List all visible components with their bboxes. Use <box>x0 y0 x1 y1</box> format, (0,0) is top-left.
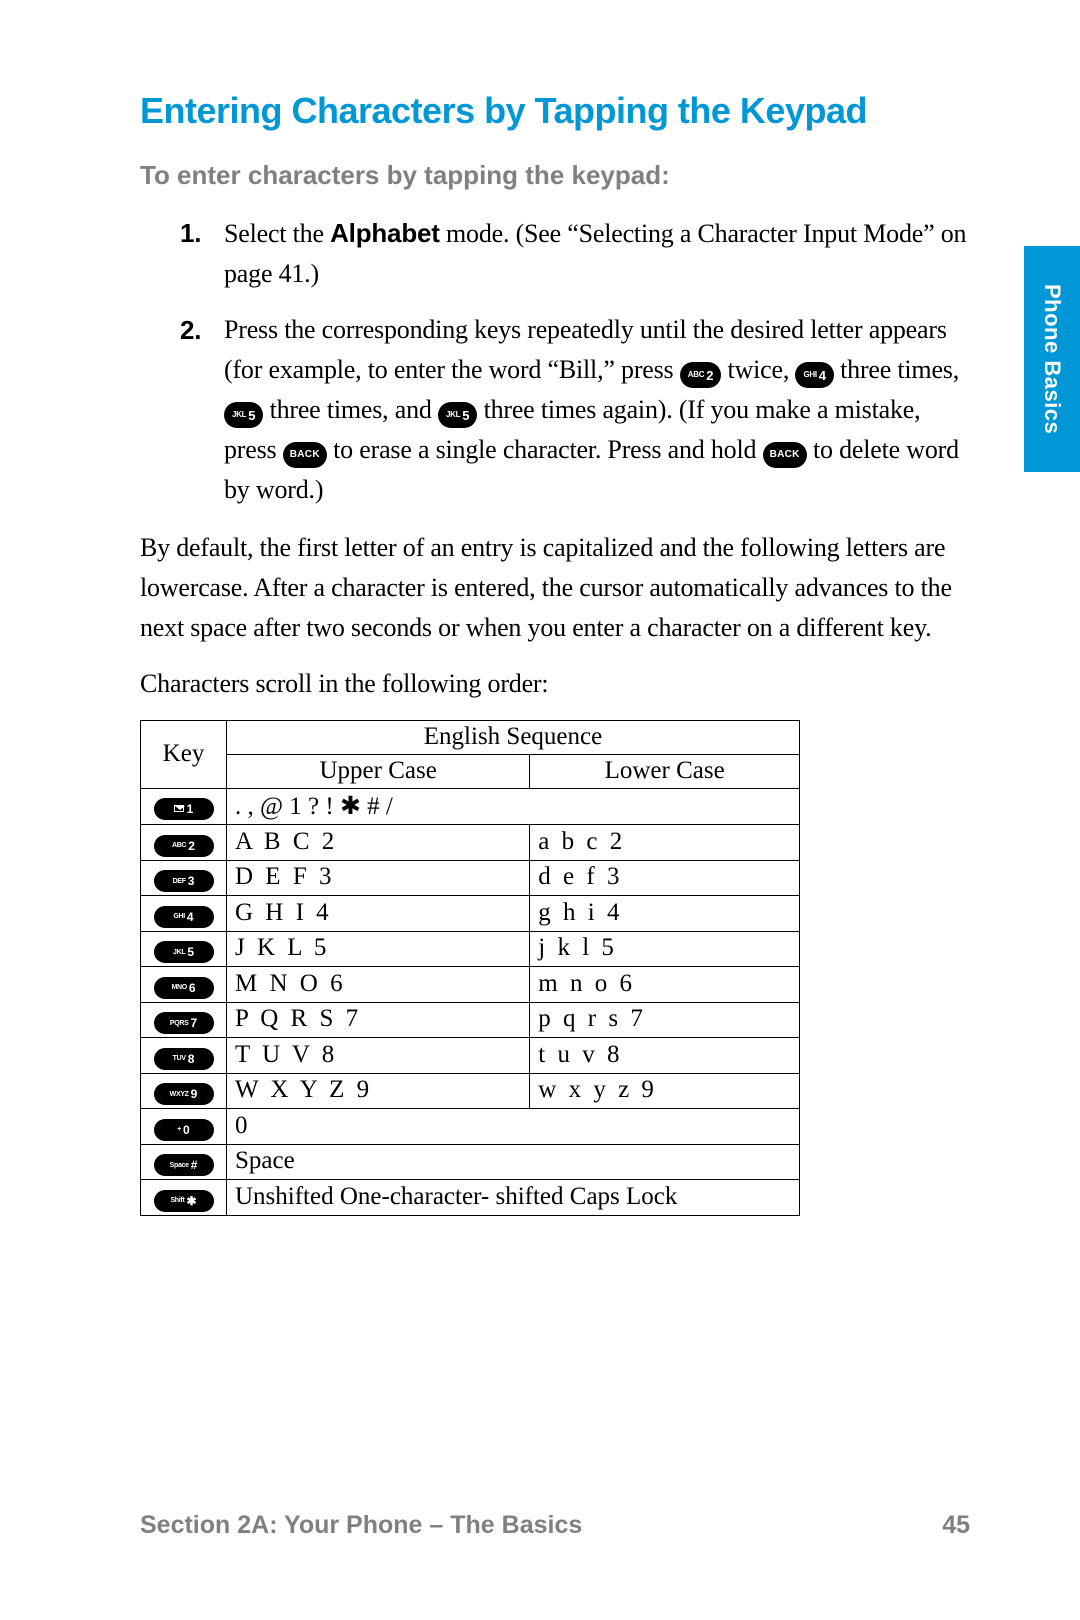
table-key-cell: GHI4 <box>141 896 227 932</box>
step-bold: Alphabet <box>330 218 440 248</box>
step-2: 2. Press the corresponding keys repeated… <box>180 310 970 510</box>
table-key-cell: WXYZ9 <box>141 1073 227 1109</box>
page-footer: Section 2A: Your Phone – The Basics 45 <box>140 1511 970 1540</box>
side-tab-label: Phone Basics <box>1039 284 1065 434</box>
table-header-lower: Lower Case <box>530 755 800 789</box>
key-icon: +0 <box>154 1119 214 1141</box>
paragraph: Characters scroll in the following order… <box>140 664 970 704</box>
key-icon: TUV8 <box>154 1048 214 1070</box>
key-abc2-icon: ABC2 <box>680 362 721 388</box>
key-icon: Shift✱ <box>154 1190 214 1212</box>
key-back-icon: BACK <box>763 442 807 468</box>
table-row: 1 . , @ 1 ? ! ✱ # / <box>141 789 800 825</box>
table-cell-lower: w x y z 9 <box>530 1073 800 1109</box>
table-row: WXYZ9 W X Y Z 9w x y z 9 <box>141 1073 800 1109</box>
step-text: Press the corresponding keys repeatedly … <box>224 315 947 384</box>
key-icon: PQRS7 <box>154 1012 214 1034</box>
table-cell-upper: D E F 3 <box>227 860 530 896</box>
table-key-cell: MNO6 <box>141 967 227 1003</box>
step-text: three times, and <box>270 395 438 424</box>
step-number: 1. <box>180 213 224 294</box>
table-key-cell: JKL5 <box>141 931 227 967</box>
key-icon: ABC2 <box>154 835 214 857</box>
table-cell-upper: T U V 8 <box>227 1038 530 1074</box>
table-cell-lower: m n o 6 <box>530 967 800 1003</box>
key-ghi4-icon: GHI4 <box>795 362 833 388</box>
table-cell-upper: W X Y Z 9 <box>227 1073 530 1109</box>
table-cell-upper: J K L 5 <box>227 931 530 967</box>
step-text: three times, <box>840 355 959 384</box>
step-1: 1. Select the Alphabet mode. (See “Selec… <box>180 213 970 294</box>
table-cell: Space <box>227 1144 800 1180</box>
table-cell-upper: A B C 2 <box>227 825 530 861</box>
table-cell-lower: d e f 3 <box>530 860 800 896</box>
table-cell-lower: j k l 5 <box>530 931 800 967</box>
footer-page-number: 45 <box>942 1511 970 1540</box>
key-icon: 1 <box>154 798 214 820</box>
table-row: +0 0 <box>141 1109 800 1145</box>
table-header-sequence: English Sequence <box>227 721 800 755</box>
table-header-upper: Upper Case <box>227 755 530 789</box>
page-subhead: To enter characters by tapping the keypa… <box>140 160 970 191</box>
step-body: Select the Alphabet mode. (See “Selectin… <box>224 213 970 294</box>
table-row: ABC2 A B C 2a b c 2 <box>141 825 800 861</box>
table-cell-lower: g h i 4 <box>530 896 800 932</box>
key-icon: JKL5 <box>154 941 214 963</box>
table-row: GHI4 G H I 4g h i 4 <box>141 896 800 932</box>
table-key-cell: Shift✱ <box>141 1180 227 1216</box>
table-row: TUV8 T U V 8t u v 8 <box>141 1038 800 1074</box>
key-jkl5-icon: JKL5 <box>438 402 477 428</box>
key-icon: MNO6 <box>154 977 214 999</box>
step-text: Select the <box>224 219 330 248</box>
table-key-cell: DEF3 <box>141 860 227 896</box>
table-cell: 0 <box>227 1109 800 1145</box>
step-text: twice, <box>728 355 796 384</box>
table-row: Space# Space <box>141 1144 800 1180</box>
side-tab: Phone Basics <box>1024 246 1080 472</box>
footer-section: Section 2A: Your Phone – The Basics <box>140 1511 582 1540</box>
table-header-key: Key <box>141 721 227 789</box>
key-back-icon: BACK <box>283 442 327 468</box>
step-text: to erase a single character. Press and h… <box>333 435 762 464</box>
table-key-cell: PQRS7 <box>141 1002 227 1038</box>
table-cell-lower: a b c 2 <box>530 825 800 861</box>
page-body: Entering Characters by Tapping the Keypa… <box>0 0 1080 1216</box>
table-cell: Unshifted One-character- shifted Caps Lo… <box>227 1180 800 1216</box>
table-cell-lower: p q r s 7 <box>530 1002 800 1038</box>
steps-list: 1. Select the Alphabet mode. (See “Selec… <box>180 213 970 510</box>
key-icon: WXYZ9 <box>154 1083 214 1105</box>
sequence-table: Key English Sequence Upper Case Lower Ca… <box>140 720 800 1216</box>
step-body: Press the corresponding keys repeatedly … <box>224 310 970 510</box>
table-row: DEF3 D E F 3d e f 3 <box>141 860 800 896</box>
table-row: PQRS7 P Q R S 7p q r s 7 <box>141 1002 800 1038</box>
table-row: MNO6 M N O 6m n o 6 <box>141 967 800 1003</box>
table-cell: . , @ 1 ? ! ✱ # / <box>227 789 800 825</box>
table-key-cell: 1 <box>141 789 227 825</box>
table-cell-lower: t u v 8 <box>530 1038 800 1074</box>
step-number: 2. <box>180 310 224 510</box>
key-icon: GHI4 <box>154 906 214 928</box>
table-cell-upper: P Q R S 7 <box>227 1002 530 1038</box>
key-icon: DEF3 <box>154 870 214 892</box>
paragraph: By default, the first letter of an entry… <box>140 528 970 648</box>
table-key-cell: ABC2 <box>141 825 227 861</box>
table-row: JKL5 J K L 5j k l 5 <box>141 931 800 967</box>
table-cell-upper: M N O 6 <box>227 967 530 1003</box>
table-row: Shift✱ Unshifted One-character- shifted C… <box>141 1180 800 1216</box>
table-key-cell: TUV8 <box>141 1038 227 1074</box>
table-cell-upper: G H I 4 <box>227 896 530 932</box>
table-key-cell: +0 <box>141 1109 227 1145</box>
table-key-cell: Space# <box>141 1144 227 1180</box>
key-jkl5-icon: JKL5 <box>224 402 263 428</box>
page-heading: Entering Characters by Tapping the Keypa… <box>140 90 970 132</box>
key-icon: Space# <box>154 1154 214 1176</box>
